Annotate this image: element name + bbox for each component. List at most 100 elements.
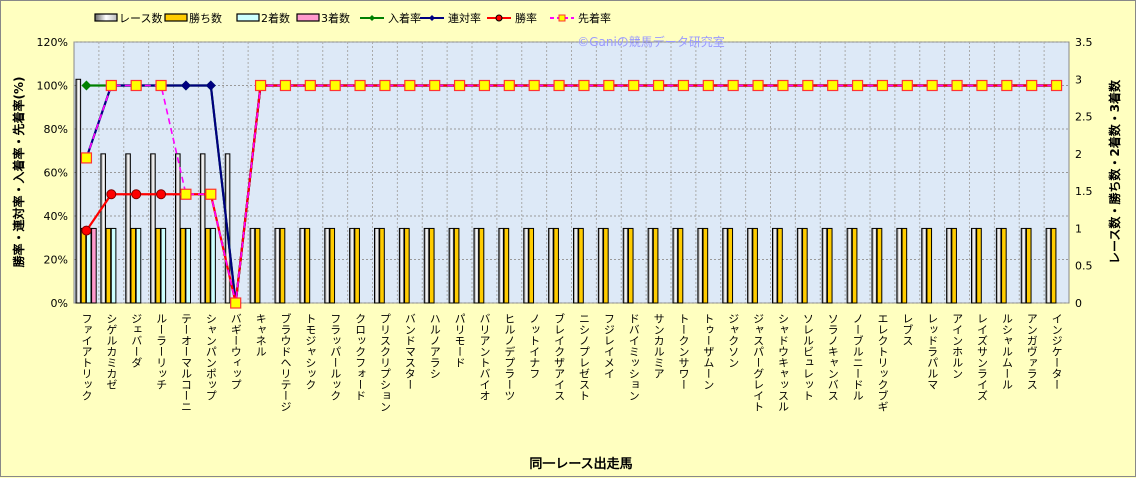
point-先着率 (254, 79, 267, 92)
bar-勝ち数 (503, 227, 510, 304)
point-先着率 (876, 79, 889, 92)
x-tick-label: シゲルカミカゼ (105, 313, 118, 390)
point-先着率 (652, 79, 665, 92)
bar-勝ち数 (329, 227, 336, 304)
bar-レース数 (398, 227, 405, 304)
bar-勝ち数 (80, 227, 87, 304)
y-right-tick-label: 3.5 (1075, 36, 1093, 49)
bar-レース数 (821, 227, 828, 304)
x-tick-label: バリアントバイオ (478, 313, 491, 401)
x-tick-label: バギーウィップ (229, 313, 242, 390)
point-先着率 (155, 79, 167, 92)
bar-レース数 (747, 227, 753, 304)
x-tick-label: プリスクリプション (378, 313, 391, 412)
y-axis-right-label: レース数・勝ち数・2着数・3着数 (1107, 79, 1122, 264)
x-tick-label: シャンパンポップ (204, 313, 217, 401)
bar-2着数 (110, 227, 117, 304)
x-axis-label: 同一レース出走馬 (529, 456, 632, 472)
x-tick-label: クロックフォード (354, 313, 367, 401)
bar-レース数 (523, 227, 529, 304)
point-連対率 (205, 80, 216, 91)
point-先着率 (130, 79, 142, 92)
bar-勝ち数 (752, 227, 758, 304)
point-先着率 (105, 79, 117, 92)
x-tick-label: アンガヴァラス (1025, 313, 1038, 390)
bar-レース数 (125, 153, 131, 304)
y-left-tick-label: 120% (37, 36, 68, 49)
bar-勝ち数 (876, 227, 883, 304)
bar-レース数 (995, 227, 1002, 304)
bar-レース数 (697, 227, 703, 304)
bar-勝ち数 (155, 227, 161, 304)
legend-marker (495, 14, 503, 22)
bar-レース数 (796, 227, 803, 304)
bar-レース数 (423, 227, 430, 304)
legend-label: 連対率 (448, 11, 481, 25)
point-先着率 (329, 79, 341, 92)
x-tick-label: フラッパールック (329, 313, 342, 401)
bar-レース数 (1045, 227, 1052, 304)
x-tick-label: ルシャルムール (1000, 313, 1013, 390)
point-先着率 (180, 188, 192, 200)
bar-勝ち数 (1050, 227, 1057, 304)
x-tick-label: ジェバーダ (130, 313, 143, 368)
bar-レース数 (150, 153, 156, 304)
legend-marker (369, 15, 375, 21)
y-left-tick-label: 100% (37, 80, 68, 93)
x-tick-label: ニシノプレゼスト (577, 313, 590, 401)
bar-勝ち数 (1025, 227, 1032, 304)
y-right-tick-label: 1 (1075, 222, 1082, 235)
bar-勝ち数 (578, 227, 584, 304)
bar-レース数 (622, 227, 629, 304)
point-先着率 (379, 79, 391, 92)
bar-レース数 (199, 153, 206, 304)
x-tick-label: レイズサンライズ (975, 313, 988, 401)
bar-レース数 (722, 227, 728, 304)
y-right-tick-label: 3 (1075, 73, 1082, 86)
point-先着率 (429, 79, 441, 92)
bar-レース数 (548, 227, 554, 304)
bar-レース数 (896, 227, 902, 304)
y-right-tick-label: 1.5 (1075, 185, 1093, 198)
point-先着率 (702, 79, 714, 92)
point-先着率 (603, 79, 615, 92)
point-先着率 (951, 79, 963, 92)
point-勝率 (106, 189, 117, 200)
x-tick-label: ジャクソン (727, 313, 740, 368)
x-tick-label: ドバイミッション (627, 313, 640, 401)
x-tick-label: ブラウドヘリテージ (279, 312, 292, 412)
point-先着率 (578, 79, 590, 92)
bar-レース数 (473, 227, 480, 304)
bar-2着数 (160, 227, 167, 304)
bar-勝ち数 (652, 227, 659, 304)
point-先着率 (528, 79, 540, 92)
bar-レース数 (175, 153, 181, 304)
point-先着率 (1026, 79, 1038, 92)
legend-swatch (296, 13, 320, 22)
legend-label: 先着率 (578, 11, 611, 25)
x-tick-label: ハルノアラシ (428, 313, 441, 379)
x-tick-label: ルーラーリッチ (155, 313, 168, 390)
point-先着率 (404, 79, 416, 92)
bar-2着数 (85, 227, 92, 304)
x-tick-label: ソラノキャンバス (826, 313, 839, 401)
bar-2着数 (185, 227, 191, 304)
bar-レース数 (597, 227, 604, 304)
bar-勝ち数 (453, 227, 460, 304)
point-先着率 (752, 79, 764, 92)
point-先着率 (677, 79, 690, 92)
y-left-tick-label: 60% (44, 167, 68, 180)
legend-swatch (164, 13, 188, 22)
legend-label: 2着数 (261, 11, 290, 25)
bar-レース数 (299, 227, 305, 304)
y-left-tick-label: 80% (44, 123, 68, 136)
x-tick-label: レッドラパルマ (926, 313, 939, 390)
legend-label: 入着率 (388, 11, 421, 25)
point-先着率 (802, 79, 814, 92)
bar-レース数 (871, 227, 878, 304)
line-先着率 (85, 84, 1057, 304)
point-先着率 (553, 79, 565, 92)
y-left-tick-label: 0% (51, 297, 68, 310)
x-tick-label: ソレルビュレット (801, 313, 814, 401)
